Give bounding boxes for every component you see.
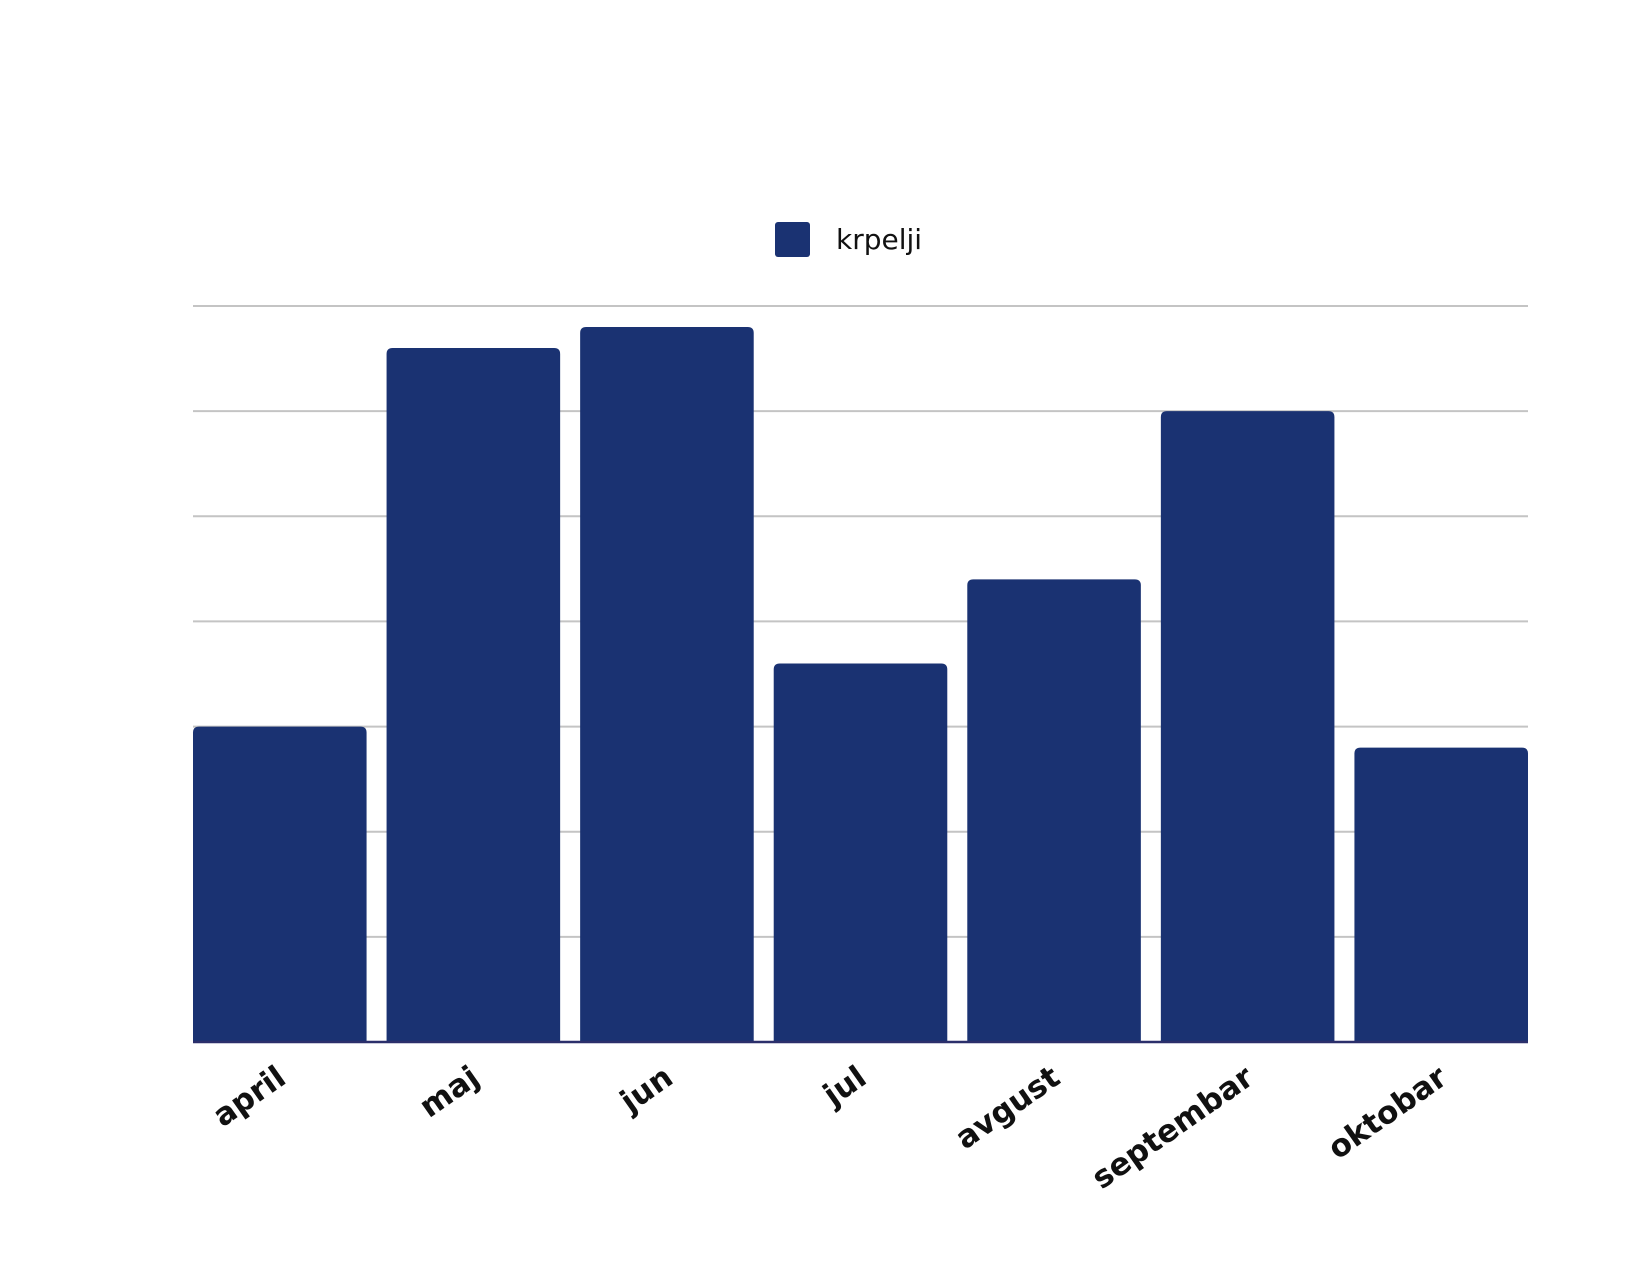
- x-tick-label-maj: maj: [413, 1059, 486, 1125]
- bar-oktobar: [1354, 747, 1528, 1042]
- x-tick-label-oktobar: oktobar: [1321, 1059, 1454, 1167]
- bar-jun: [580, 327, 754, 1042]
- bar-maj: [386, 348, 561, 1042]
- legend-label: krpelji: [836, 223, 922, 256]
- bar-septembar: [1160, 411, 1335, 1043]
- x-tick-label-jul: jul: [815, 1059, 873, 1114]
- bar-jul: [773, 663, 948, 1042]
- x-tick-label-avgust: avgust: [949, 1059, 1067, 1157]
- bar-avgust: [967, 579, 1141, 1042]
- x-tick-labels: april maj jun jul avgust septembar oktobar: [206, 1059, 1454, 1197]
- bar-april: [193, 726, 367, 1042]
- x-tick-label-jun: jun: [612, 1059, 679, 1121]
- legend: krpelji: [775, 222, 922, 257]
- legend-swatch: [775, 222, 810, 257]
- x-tick-label-april: april: [206, 1059, 292, 1134]
- bars: [193, 327, 1528, 1043]
- x-tick-label-septembar: septembar: [1085, 1059, 1260, 1197]
